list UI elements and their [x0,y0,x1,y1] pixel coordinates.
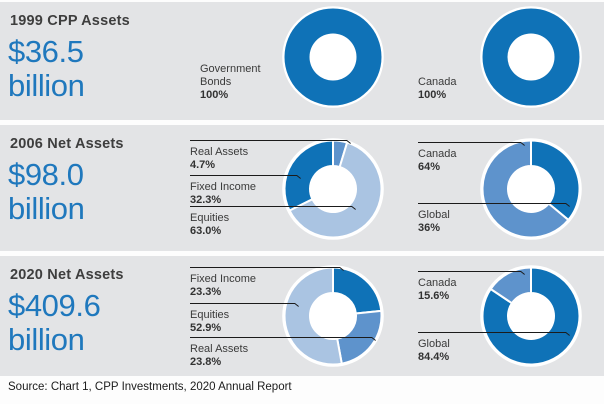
row-amount-2020: $409.6 billion [8,288,101,357]
leader-line [418,142,525,146]
donut-geo-2020 [480,265,582,367]
slice-name: Global [418,209,450,221]
slice-percent: 15.6% [418,290,450,302]
slice-percent: 100% [200,89,229,101]
label-geo-2006-global: Global 36% [418,203,570,235]
amount-unit: billion [8,322,85,357]
donut-geo-2006 [480,138,582,240]
slice-percent: 84.4% [418,351,450,363]
leader-line [418,203,570,207]
row-title-2020: 2020 Net Assets [10,267,124,283]
slice-name: Canada [418,76,457,88]
label-mix-1999-government-bonds: Government Bonds 100% [200,63,286,102]
slice-name: Canada [418,277,457,289]
label-mix-2006-fixed-income: Fixed Income 32.3% [190,175,301,207]
slice-percent: 36% [418,222,441,234]
slice-percent: 32.3% [190,194,222,206]
label-geo-2020-canada: Canada 15.6% [418,271,525,303]
slice-name: Government Bonds [200,63,261,88]
amount-value: $98.0 [8,157,84,192]
donut-geo-1999 [480,6,582,108]
slice-name: Global [418,338,450,350]
leader-line [190,303,299,307]
leader-line [190,337,376,341]
amount-value: $409.6 [8,288,101,323]
slice-percent: 63.0% [190,225,222,237]
slice-name: Fixed Income [190,181,257,193]
row-amount-2006: $98.0 billion [8,157,85,226]
leader-line [190,175,301,179]
donut-mix-1999 [282,6,384,108]
donut-mix-2006 [282,138,384,240]
leader-line [190,140,351,144]
slice-name: Real Assets [190,146,249,158]
label-mix-2020-fixed-income: Fixed Income 23.3% [190,267,344,299]
slice-percent: 52.9% [190,322,222,334]
row-title-2006: 2006 Net Assets [10,136,124,152]
label-geo-1999-canada: Canada 100% [418,76,498,102]
slice-percent: 23.8% [190,356,222,368]
slice-name: Canada [418,148,457,160]
label-mix-2006-equities: Equities 63.0% [190,206,356,238]
label-geo-2020-global: Global 84.4% [418,332,570,364]
amount-value: $36.5 [8,34,84,69]
leader-line [190,267,344,271]
label-mix-2020-equities: Equities 52.9% [190,303,299,335]
slice-name: Real Assets [190,343,249,355]
slice-percent: 64% [418,161,441,173]
row-amount-1999: $36.5 billion [8,34,85,103]
amount-unit: billion [8,191,85,226]
leader-line [190,206,356,210]
slice-percent: 100% [418,89,447,101]
leader-line [418,332,570,336]
amount-unit: billion [8,68,85,103]
label-geo-2006-canada: Canada 64% [418,142,525,174]
label-mix-2020-real-assets: Real Assets 23.8% [190,337,376,369]
source-note: Source: Chart 1, CPP Investments, 2020 A… [8,381,292,393]
slice-percent: 23.3% [190,286,222,298]
slice-name: Fixed Income [190,273,257,285]
leader-line [418,271,525,275]
slice-name: Equities [190,309,230,321]
row-title-1999: 1999 CPP Assets [10,13,130,29]
label-mix-2006-real-assets: Real Assets 4.7% [190,140,351,172]
slice-percent: 4.7% [190,159,216,171]
slice-name: Equities [190,212,230,224]
donut-mix-2020 [282,265,384,367]
